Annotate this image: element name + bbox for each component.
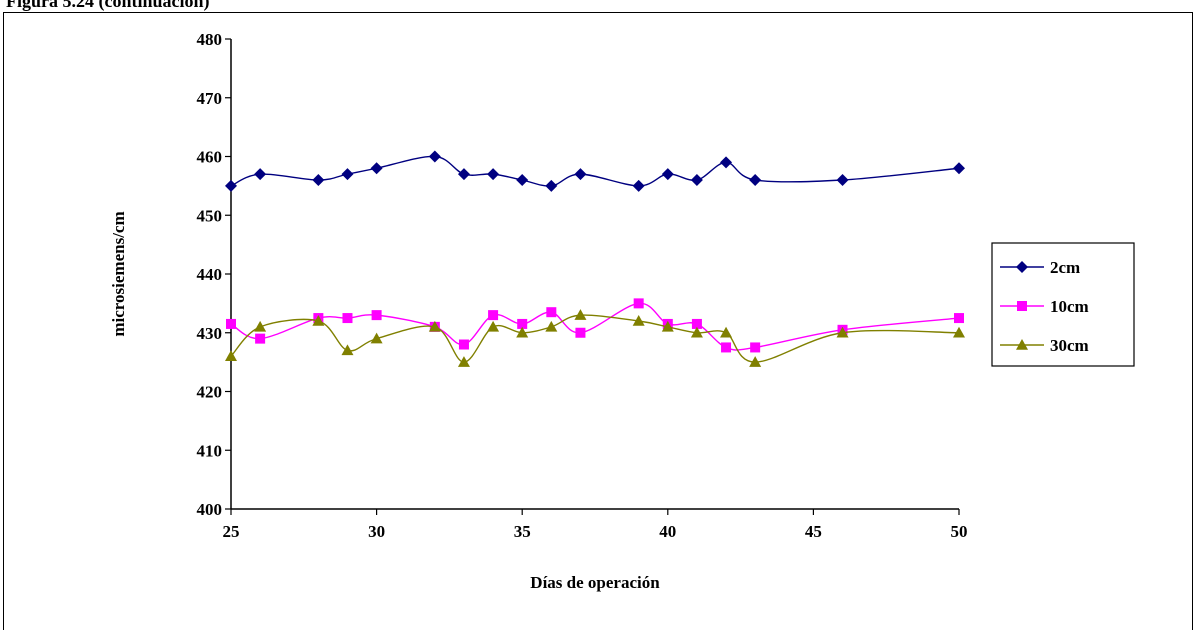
data-point-10cm bbox=[575, 327, 586, 338]
x-tick-label: 35 bbox=[514, 522, 531, 541]
x-tick-label: 45 bbox=[805, 522, 822, 541]
x-tick-label: 50 bbox=[951, 522, 968, 541]
data-point-10cm bbox=[342, 313, 353, 324]
data-point-10cm bbox=[633, 298, 644, 309]
data-point-2cm bbox=[457, 168, 470, 181]
data-point-30cm bbox=[312, 315, 325, 326]
data-point-30cm bbox=[516, 326, 529, 338]
data-point-30cm bbox=[720, 326, 733, 338]
data-point-10cm bbox=[488, 310, 499, 321]
series-10cm bbox=[226, 298, 964, 353]
data-point-2cm bbox=[312, 174, 325, 186]
data-point-10cm bbox=[458, 339, 469, 350]
data-point-30cm bbox=[254, 320, 267, 332]
y-tick-label: 470 bbox=[197, 89, 223, 108]
series-2cm bbox=[225, 150, 965, 192]
legend-label-30cm: 30cm bbox=[1050, 336, 1089, 355]
legend-marker-2cm bbox=[1016, 261, 1028, 273]
data-point-10cm bbox=[750, 342, 761, 353]
data-point-30cm bbox=[632, 315, 645, 326]
data-point-2cm bbox=[953, 162, 965, 175]
y-tick-label: 440 bbox=[197, 265, 223, 284]
data-point-30cm bbox=[953, 326, 965, 338]
data-point-30cm bbox=[574, 309, 587, 320]
data-point-2cm bbox=[516, 174, 529, 186]
data-point-30cm bbox=[545, 320, 558, 332]
data-point-2cm bbox=[720, 156, 733, 169]
figure-frame bbox=[3, 12, 1193, 630]
data-point-10cm bbox=[721, 342, 732, 353]
data-point-2cm bbox=[428, 150, 441, 163]
y-tick-label: 410 bbox=[197, 441, 223, 460]
series-line-2cm bbox=[230, 155, 960, 187]
x-tick-label: 40 bbox=[659, 522, 676, 541]
legend-marker-10cm bbox=[1017, 301, 1027, 311]
x-axis-title: Días de operación bbox=[530, 573, 660, 592]
y-tick-label: 450 bbox=[197, 206, 223, 225]
data-point-2cm bbox=[370, 162, 383, 175]
legend-marker-30cm bbox=[1016, 339, 1028, 350]
page-title: Figura 5.24 (continuación) bbox=[6, 0, 210, 11]
y-tick-label: 480 bbox=[197, 30, 223, 49]
data-point-10cm bbox=[546, 307, 557, 318]
data-point-2cm bbox=[749, 174, 762, 186]
data-point-2cm bbox=[225, 179, 237, 192]
y-tick-label: 420 bbox=[197, 383, 223, 402]
y-tick-label: 460 bbox=[197, 148, 223, 167]
data-point-10cm bbox=[954, 313, 964, 324]
data-point-30cm bbox=[836, 326, 849, 338]
x-tick-label: 30 bbox=[368, 522, 385, 541]
data-point-30cm bbox=[690, 326, 703, 338]
legend: 2cm 10cm 30cm bbox=[991, 242, 1135, 367]
data-point-30cm bbox=[487, 320, 500, 332]
data-point-2cm bbox=[574, 168, 587, 181]
data-point-2cm bbox=[254, 168, 267, 181]
data-point-30cm bbox=[661, 320, 674, 332]
data-point-30cm bbox=[457, 356, 470, 367]
data-point-10cm bbox=[691, 318, 702, 329]
y-tick-label: 430 bbox=[197, 324, 223, 343]
data-point-30cm bbox=[370, 332, 383, 344]
data-point-10cm bbox=[517, 318, 528, 329]
series-30cm bbox=[225, 309, 965, 367]
legend-label-10cm: 10cm bbox=[1050, 297, 1089, 316]
y-axis-title: microsiemens/cm bbox=[109, 211, 128, 336]
data-point-30cm bbox=[428, 320, 441, 332]
data-point-10cm bbox=[371, 310, 382, 321]
axes: 400 410 420 430 440 450 460 470 480 25 30 35 40 45 50 bbox=[197, 30, 968, 541]
data-point-30cm bbox=[749, 356, 762, 367]
data-point-30cm bbox=[225, 350, 237, 362]
legend-label-2cm: 2cm bbox=[1050, 258, 1080, 277]
data-point-2cm bbox=[545, 179, 558, 192]
data-point-2cm bbox=[836, 174, 849, 186]
y-tick-label: 400 bbox=[197, 500, 223, 519]
data-point-2cm bbox=[341, 168, 354, 181]
data-point-2cm bbox=[487, 168, 500, 181]
data-point-10cm bbox=[255, 333, 266, 344]
data-point-2cm bbox=[632, 179, 645, 192]
data-point-2cm bbox=[690, 174, 703, 186]
series-layer bbox=[225, 150, 965, 367]
data-point-30cm bbox=[341, 344, 354, 356]
series-line-30cm bbox=[230, 314, 960, 363]
x-tick-label: 25 bbox=[223, 522, 240, 541]
data-point-10cm bbox=[226, 318, 236, 329]
data-point-2cm bbox=[661, 168, 674, 181]
